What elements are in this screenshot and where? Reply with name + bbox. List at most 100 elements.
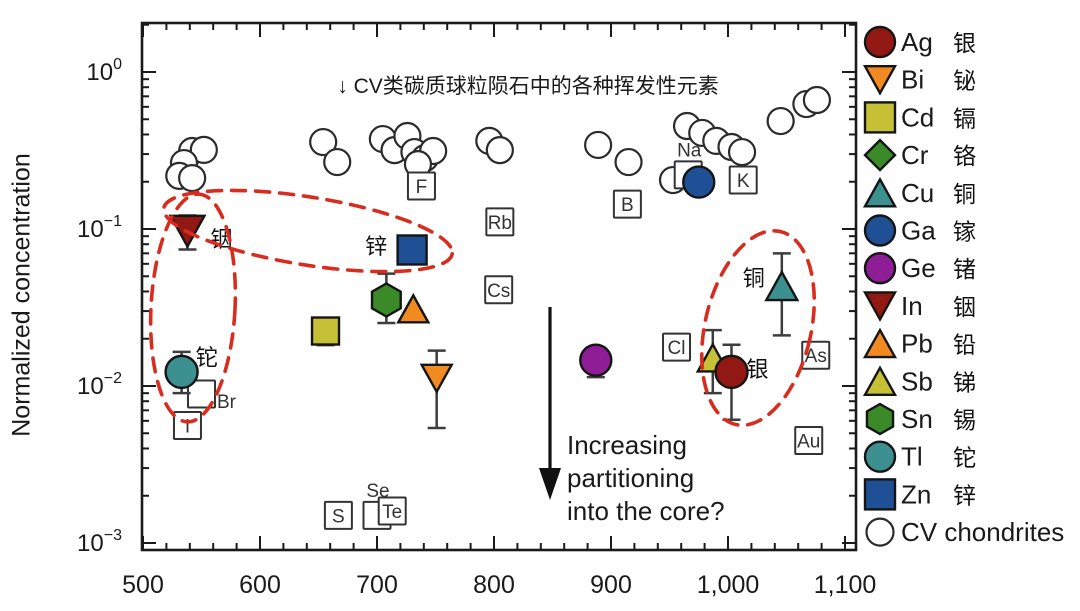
triangle-up-legend-marker [862,365,898,396]
legend-zh-label: 镓 [953,219,976,245]
element-zh-label-Tl: 铊 [196,345,218,370]
element-marker-Cd [310,316,341,346]
plot-frame [140,21,858,552]
cv-chondrite-point [309,127,338,157]
legend-zh-label: 铅 [953,332,976,358]
triangle-down-legend-marker [862,64,898,96]
legend-symbol-label: Tl [901,442,923,472]
element-zh-label-Cu: 铜 [743,266,765,291]
legend-zh-label: 铬 [953,143,976,169]
circle-open-legend-marker [865,517,895,547]
box-label-K: K [737,171,750,192]
triangle-down-legend-marker [862,291,898,322]
element-zh-label-Zn: 锌 [365,234,387,259]
element-marker-Zn [396,234,428,266]
box-label-Rb: Rb [488,213,512,234]
triangle-up-legend-marker [862,176,898,208]
circle-legend-marker [863,440,897,473]
y-tick-label: 10−2 [77,370,122,400]
y-tick-label: 10−1 [77,213,122,243]
legend-item-zn: Zn 锌 [863,478,976,511]
legend-symbol-label: Ga [901,216,936,246]
hexagon-legend-marker [865,402,895,436]
legend-zh-label: 银 [953,30,976,56]
element-marker-Ge [579,343,613,377]
cv-chondrites [165,85,832,195]
legend-zh-label: 铋 [953,68,976,94]
cv-chondrite-point [614,147,643,177]
legend-symbol-label: Cr [901,140,929,170]
element-marker-Pb [396,292,431,324]
x-tick-label: 1,000 [697,571,760,599]
core-arrow-head [539,468,561,500]
legend-item-sb: Sb 锑 [862,365,976,396]
legend-symbol-label: In [901,291,923,321]
element-marker-Tl [164,354,199,390]
circle-legend-marker [863,252,897,285]
legend-zh-label: 锗 [953,256,976,282]
legend-item-bi: Bi 铋 [862,64,976,96]
cv-chondrite-point [178,163,207,193]
dashed-ellipse-annotation-2 [161,188,455,274]
x-tick-label: 600 [239,571,281,599]
legend-item-ag: Ag 银 [863,25,976,59]
box-label-Cl: Cl [668,338,686,359]
box-K [728,165,758,195]
x-tick-label: 700 [356,571,398,599]
box-label-Te: Te [382,502,402,523]
box-label-Cs: Cs [487,281,510,302]
diamond-legend-marker [863,138,897,172]
box-Te [377,496,407,526]
y-tick-label: 10−3 [77,527,122,557]
x-tick-label: 800 [473,571,515,599]
legend-item-pb: Pb 铅 [862,327,976,359]
note-line-3: into the core? [567,496,725,526]
x-tick-label: 500 [122,571,164,599]
cv-chondrite-point [802,85,832,115]
note-line-2: partitioning [567,463,695,493]
legend-symbol-label: Sn [901,404,933,434]
element-marker-Cu [764,269,800,302]
circle-legend-marker [863,214,897,247]
dashed-ellipse-annotation-1 [148,192,238,424]
legend-item-ge: Ge 锗 [863,252,976,285]
x-tick-label: 900 [590,571,632,599]
legend-symbol-label: CV chondrites [901,517,1064,547]
box-B [612,189,642,219]
box-label-As: As [805,346,827,367]
legend-zh-label: 锡 [953,407,976,433]
triangle-up-legend-marker [862,327,898,359]
legend-zh-label: 铜 [953,181,976,207]
axes: 500 600 700 800 900 1,000 1,100 100 10−1 10−2 10−3 [77,23,876,599]
box-label-I: I [185,417,190,438]
box-Au [794,425,824,455]
box-label-B: B [621,195,634,216]
legend-symbol-label: Ag [901,27,933,57]
note-line-1: Increasing [567,430,687,460]
legend-item-cu: Cu 铜 [862,176,976,208]
box-Cs [484,275,514,305]
cv-chondrite-point [727,137,757,167]
cv-chondrite-point [584,130,613,160]
box-label-F: F [416,177,428,198]
legend-symbol-label: Bi [901,65,924,95]
square-legend-marker [863,101,897,134]
y-axis-title: Normalized concentration [7,153,36,437]
legend-symbol-label: Pb [901,329,933,359]
legend-symbol-label: Cd [901,102,934,132]
box-label-Br: Br [217,392,237,413]
legend-item-cv-chondrites: CV chondrites [865,517,1064,547]
legend-item-cd: Cd 镉 [863,101,976,134]
legend-zh-label: 锑 [953,369,976,395]
legend: Ag 银Bi 铋Cd 镉Cr 铬Cu 铜Ga 镓Ge 锗In 铟Pb 铅Sb 锑Sn 锡Tl 铊Zn 锌C… [862,25,1064,547]
legend-symbol-label: Cu [901,178,934,208]
box-Rb [485,207,515,237]
cv-chondrite-point [323,147,352,177]
legend-symbol-label: Ge [901,253,936,283]
legend-item-ga: Ga 镓 [863,214,976,247]
element-marker-Ga [682,165,716,199]
